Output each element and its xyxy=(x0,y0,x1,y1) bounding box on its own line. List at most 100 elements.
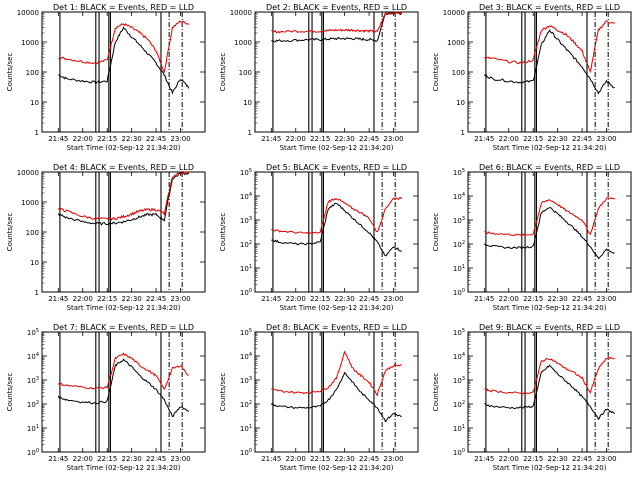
plot-frame xyxy=(41,171,206,293)
x-tick-label: 21:45 xyxy=(261,455,281,463)
y-tick-label: 10 xyxy=(456,99,465,107)
events-series-line xyxy=(271,202,402,257)
lld-series-line xyxy=(58,20,190,74)
x-tick-label: 22:45 xyxy=(359,455,379,463)
x-tick-label: 21:45 xyxy=(474,295,494,303)
y-tick-label: 104 xyxy=(240,352,252,361)
x-tick-label: 23:00 xyxy=(596,455,616,463)
detector-plot: Det 3: BLACK = Events, RED = LLD 1 10 100 10… xyxy=(432,3,632,152)
plot-title: Det 2: BLACK = Events, RED = LLD xyxy=(266,3,407,12)
plot-frame xyxy=(467,331,632,453)
detector-plot: Det 1: BLACK = Events, RED = LLD 1 10 100 10… xyxy=(6,3,206,152)
lld-series-line xyxy=(483,20,615,74)
x-tick-label: 22:45 xyxy=(572,135,592,143)
x-tick-label: 21:45 xyxy=(474,135,494,143)
y-tick-label: 100 xyxy=(240,288,252,297)
y-tick-label: 105 xyxy=(453,328,465,337)
y-tick-label: 103 xyxy=(453,216,465,225)
plot-title: Det 8: BLACK = Events, RED = LLD xyxy=(266,323,407,332)
x-axis-label: Start Time (02-Sep-12 21:34:20) xyxy=(280,144,394,152)
detector-plot: Det 4: BLACK = Events, RED = LLD 1 10 100 10… xyxy=(6,163,206,312)
y-tick-label: 10000 xyxy=(230,9,252,17)
x-tick-label: 22:00 xyxy=(499,455,519,463)
y-tick-label: 100 xyxy=(453,288,465,297)
x-axis-label: Start Time (02-Sep-12 21:34:20) xyxy=(280,464,394,472)
x-tick-label: 22:00 xyxy=(73,455,93,463)
y-axis-label: Counts/sec xyxy=(432,373,440,412)
x-tick-label: 22:00 xyxy=(499,135,519,143)
y-axis-label: Counts/sec xyxy=(6,213,14,252)
y-tick-label: 104 xyxy=(240,192,252,201)
x-tick-label: 22:30 xyxy=(335,455,355,463)
events-series-line xyxy=(58,26,190,95)
x-tick-label: 23:00 xyxy=(170,295,190,303)
x-tick-label: 21:45 xyxy=(48,295,68,303)
lld-series-line xyxy=(271,196,403,235)
y-tick-label: 1 xyxy=(248,129,252,137)
y-tick-label: 103 xyxy=(240,216,252,225)
x-tick-label: 22:00 xyxy=(286,295,306,303)
y-tick-label: 10000 xyxy=(17,169,39,177)
x-axis-label: Start Time (02-Sep-12 21:34:20) xyxy=(493,144,607,152)
detector-plot: Det 7: BLACK = Events, RED = LLD 100 101 10… xyxy=(6,323,206,472)
x-axis-label: Start Time (02-Sep-12 21:34:20) xyxy=(493,464,607,472)
plot-frame xyxy=(254,171,419,293)
y-tick-label: 1 xyxy=(461,129,465,137)
x-axis-label: Start Time (02-Sep-12 21:34:20) xyxy=(67,144,181,152)
plot-title: Det 4: BLACK = Events, RED = LLD xyxy=(53,163,194,172)
x-axis-label: Start Time (02-Sep-12 21:34:20) xyxy=(280,304,394,312)
x-tick-label: 23:00 xyxy=(383,295,403,303)
y-tick-label: 101 xyxy=(27,424,39,433)
y-tick-label: 100 xyxy=(27,448,39,457)
x-tick-label: 22:00 xyxy=(73,135,93,143)
x-tick-label: 22:30 xyxy=(548,135,568,143)
events-series-line xyxy=(270,371,402,423)
detector-plot: Det 8: BLACK = Events, RED = LLD 100 101 10… xyxy=(219,323,419,472)
x-tick-label: 23:00 xyxy=(596,135,616,143)
x-tick-label: 22:15 xyxy=(97,455,117,463)
y-tick-label: 10 xyxy=(243,99,252,107)
y-axis-label: Counts/sec xyxy=(219,53,227,92)
x-axis-label: Start Time (02-Sep-12 21:34:20) xyxy=(493,304,607,312)
x-tick-label: 22:30 xyxy=(548,295,568,303)
y-tick-label: 103 xyxy=(453,376,465,385)
x-tick-label: 23:00 xyxy=(383,135,403,143)
plot-title: Det 9: BLACK = Events, RED = LLD xyxy=(479,323,620,332)
detector-plot: Det 6: BLACK = Events, RED = LLD 100 101 10… xyxy=(432,163,632,312)
x-tick-label: 22:45 xyxy=(146,295,166,303)
x-tick-label: 22:15 xyxy=(310,455,330,463)
x-tick-label: 22:45 xyxy=(359,135,379,143)
plot-frame xyxy=(467,171,632,293)
y-tick-label: 103 xyxy=(240,376,252,385)
x-tick-label: 22:15 xyxy=(523,135,543,143)
plot-frame xyxy=(41,11,206,133)
x-tick-label: 22:30 xyxy=(335,135,355,143)
y-tick-label: 102 xyxy=(453,400,465,409)
y-tick-label: 10000 xyxy=(17,9,39,17)
x-tick-label: 23:00 xyxy=(170,455,190,463)
x-tick-label: 22:30 xyxy=(335,295,355,303)
events-series-line xyxy=(57,172,190,226)
x-tick-label: 22:30 xyxy=(122,295,142,303)
x-tick-label: 21:45 xyxy=(48,455,68,463)
y-tick-label: 10000 xyxy=(443,9,465,17)
y-axis-label: Counts/sec xyxy=(219,213,227,252)
y-axis-label: Counts/sec xyxy=(432,213,440,252)
x-tick-label: 21:45 xyxy=(261,295,281,303)
y-tick-label: 100 xyxy=(26,229,39,237)
events-series-line xyxy=(483,206,615,260)
y-tick-label: 1000 xyxy=(21,199,39,207)
plot-title: Det 5: BLACK = Events, RED = LLD xyxy=(266,163,407,172)
x-axis-label: Start Time (02-Sep-12 21:34:20) xyxy=(67,464,181,472)
y-tick-label: 103 xyxy=(27,376,39,385)
x-tick-label: 23:00 xyxy=(596,295,616,303)
y-tick-label: 104 xyxy=(27,352,39,361)
x-tick-label: 22:45 xyxy=(146,135,166,143)
events-series-line xyxy=(57,358,190,418)
y-tick-label: 101 xyxy=(240,264,252,273)
x-tick-label: 22:15 xyxy=(310,135,330,143)
x-tick-label: 22:45 xyxy=(572,295,592,303)
x-tick-label: 22:30 xyxy=(122,455,142,463)
events-series-line xyxy=(483,29,615,95)
